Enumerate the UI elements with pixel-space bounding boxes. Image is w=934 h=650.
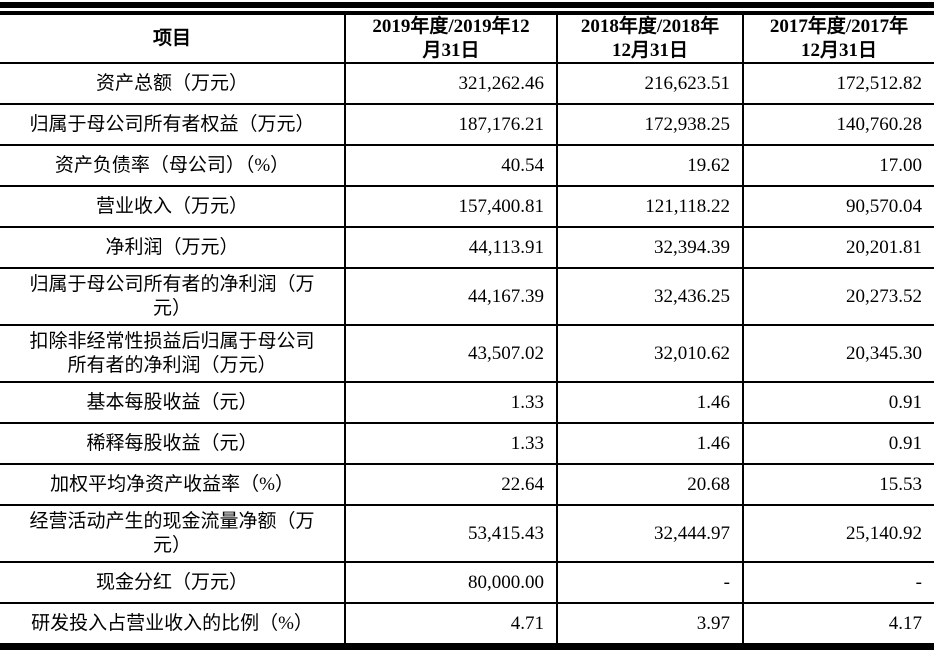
table-top-double-rule	[0, 2, 934, 15]
table-row: 归属于母公司所有者权益（万元） 187,176.21 172,938.25 14…	[0, 104, 934, 146]
column-header-2017: 2017年度/2017年 12月31日	[743, 15, 934, 64]
value-cell: 121,118.22	[557, 186, 744, 228]
row-label: 基本每股收益（元）	[0, 382, 346, 424]
value-cell: 43,507.02	[345, 325, 558, 383]
value-cell: 32,394.39	[557, 227, 744, 269]
value-cell: 80,000.00	[345, 562, 558, 604]
row-label: 加权平均净资产收益率（%）	[0, 464, 346, 506]
value-cell: -	[557, 562, 744, 604]
value-cell: 172,938.25	[557, 104, 744, 146]
table-row: 加权平均净资产收益率（%） 22.64 20.68 15.53	[0, 464, 934, 506]
value-cell: 140,760.28	[743, 104, 934, 146]
value-cell: 53,415.43	[345, 505, 558, 563]
row-label: 资产负债率（母公司）（%）	[0, 145, 346, 187]
row-label: 归属于母公司所有者权益（万元）	[0, 104, 346, 146]
table-row: 营业收入（万元） 157,400.81 121,118.22 90,570.04	[0, 186, 934, 228]
value-cell: 44,167.39	[345, 268, 558, 326]
table-row: 经营活动产生的现金流量净额（万 元） 53,415.43 32,444.97 2…	[0, 505, 934, 563]
column-header-2019: 2019年度/2019年12 月31日	[345, 15, 558, 64]
row-label: 现金分红（万元）	[0, 562, 346, 604]
value-cell: 187,176.21	[345, 104, 558, 146]
value-cell: 32,444.97	[557, 505, 744, 563]
value-cell: 0.91	[743, 382, 934, 424]
value-cell: 1.33	[345, 382, 558, 424]
value-cell: 20.68	[557, 464, 744, 506]
value-cell: 321,262.46	[345, 63, 558, 105]
value-cell: 20,201.81	[743, 227, 934, 269]
row-label: 研发投入占营业收入的比例（%）	[0, 603, 346, 643]
row-label: 资产总额（万元）	[0, 63, 346, 105]
table-row: 扣除非经常性损益后归属于母公司 所有者的净利润（万元） 43,507.02 32…	[0, 325, 934, 383]
value-cell: 25,140.92	[743, 505, 934, 563]
value-cell: 32,010.62	[557, 325, 744, 383]
value-cell: 1.33	[345, 423, 558, 465]
value-cell: 157,400.81	[345, 186, 558, 228]
value-cell: 17.00	[743, 145, 934, 187]
value-cell: 4.17	[888, 612, 922, 634]
table-row: 净利润（万元） 44,113.91 32,394.39 20,201.81	[0, 227, 934, 269]
value-cell: 19.62	[557, 145, 744, 187]
value-cell: 172,512.82	[743, 63, 934, 105]
value-cell: 90,570.04	[743, 186, 934, 228]
table-row: 归属于母公司所有者的净利润（万 元） 44,167.39 32,436.25 2…	[0, 268, 934, 326]
value-cell: 3.97	[557, 603, 744, 643]
row-label: 营业收入（万元）	[0, 186, 346, 228]
row-label: 归属于母公司所有者的净利润（万 元）	[0, 268, 346, 326]
row-label: 经营活动产生的现金流量净额（万 元）	[0, 505, 346, 563]
table-row: 资产总额（万元） 321,262.46 216,623.51 172,512.8…	[0, 63, 934, 105]
value-cell: 40.54	[345, 145, 558, 187]
table-row: 现金分红（万元） 80,000.00 - -	[0, 562, 934, 604]
value-cell: 216,623.51	[557, 63, 744, 105]
column-header-2018: 2018年度/2018年 12月31日	[557, 15, 744, 64]
table-row: 基本每股收益（元） 1.33 1.46 0.91	[0, 382, 934, 424]
value-cell: -	[743, 562, 934, 604]
table-row: 研发投入占营业收入的比例（%） 4.71 3.97 4.17	[0, 603, 934, 643]
value-cell: 22.64	[345, 464, 558, 506]
value-cell: 44,113.91	[345, 227, 558, 269]
value-cell: 1.46	[557, 382, 744, 424]
row-label: 净利润（万元）	[0, 227, 346, 269]
value-cell: 32,436.25	[557, 268, 744, 326]
value-cell: 1.46	[557, 423, 744, 465]
table-bottom-rule	[0, 643, 934, 650]
column-header-item: 项目	[0, 15, 346, 64]
row-label: 扣除非经常性损益后归属于母公司 所有者的净利润（万元）	[0, 325, 346, 383]
value-cell: 15.53	[743, 464, 934, 506]
header-row: 项目 2019年度/2019年12 月31日 2018年度/2018年 12月3…	[0, 15, 934, 64]
value-cell: 20,345.30	[743, 325, 934, 383]
value-cell: 20,273.52	[743, 268, 934, 326]
value-cell: 4.71	[345, 603, 558, 643]
table-row: 资产负债率（母公司）（%） 40.54 19.62 17.00	[0, 145, 934, 187]
row-label: 稀释每股收益（元）	[0, 423, 346, 465]
value-cell: 0.91	[743, 423, 934, 465]
financial-summary-table: 项目 2019年度/2019年12 月31日 2018年度/2018年 12月3…	[0, 15, 934, 643]
table-row: 稀释每股收益（元） 1.33 1.46 0.91	[0, 423, 934, 465]
